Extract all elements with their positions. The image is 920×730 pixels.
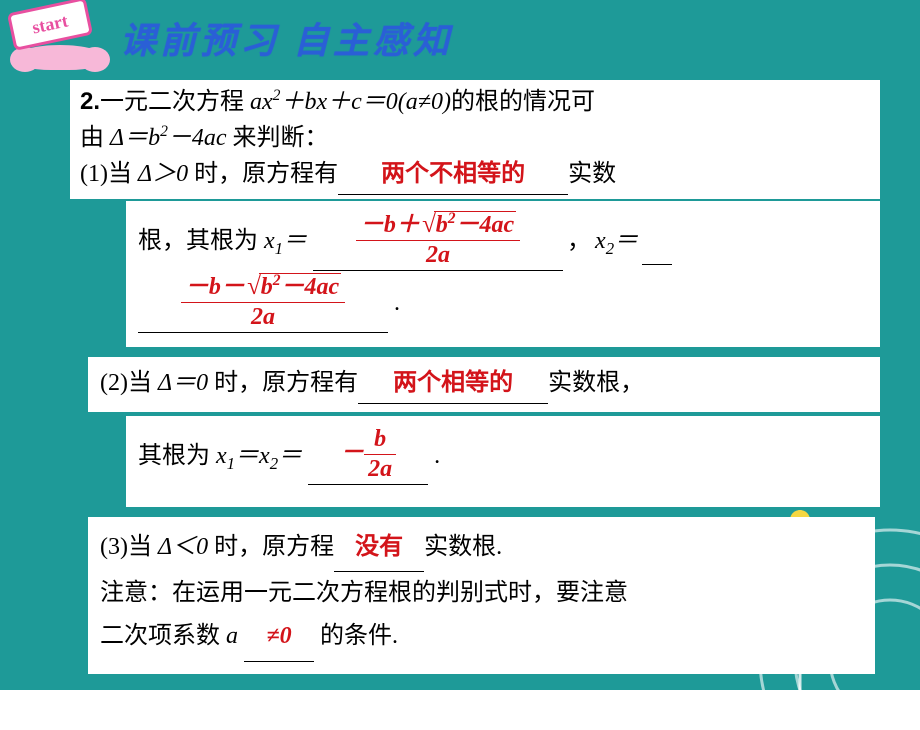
intro-text-b: 的根的情况可	[451, 89, 595, 115]
case2-label: (2)	[100, 370, 128, 396]
case3-cond-a: 当	[128, 534, 158, 560]
case3-block: (3)当 Δ＜0 时，原方程没有实数根. 注意：在运用一元二次方程根的判别式时，…	[88, 517, 875, 674]
problem-number: 2.	[80, 88, 100, 115]
case2-expr: Δ＝0	[158, 370, 208, 396]
x2-blank: －b－b2－4ac 2a	[138, 273, 388, 333]
case2-line2a: 其根为	[138, 438, 210, 474]
case1-expr: Δ＞0	[138, 161, 188, 187]
case2-tail: 实数根，	[548, 370, 644, 396]
case2-cond-a: 当	[128, 370, 158, 396]
header: start 课前预习 自主感知	[0, 0, 920, 80]
case2-answer: 两个相等的	[393, 369, 513, 396]
start-sign: start	[7, 0, 93, 51]
intro-text-d: 来判断：	[227, 125, 329, 151]
x2-label: x2＝	[595, 223, 638, 259]
intro-text-a: 一元二次方程	[100, 89, 250, 115]
case3-tail: 实数根.	[424, 534, 502, 560]
x1-formula: －b＋b2－4ac 2a	[356, 211, 520, 268]
x1-blank: －b＋b2－4ac 2a	[313, 211, 563, 271]
case2-formula: －b2a	[340, 440, 396, 466]
x2-formula: －b－b2－4ac 2a	[181, 273, 345, 330]
note-a: 注意：在运用一元二次方程根的判别式时，要注意	[100, 580, 628, 606]
case1-tail: 实数	[568, 161, 616, 187]
case2-header: (2)当 Δ＝0 时，原方程有 两个相等的 实数根，	[88, 357, 880, 412]
x-equal-label: x1＝x2＝	[216, 438, 302, 474]
coef-a: a	[226, 623, 238, 649]
case1-line2a: 根，其根为	[138, 223, 258, 259]
note-b: 的条件.	[314, 623, 398, 649]
cloud-icon	[15, 45, 105, 70]
case2-blank: 两个相等的	[358, 365, 548, 404]
note-answer: ≠0	[266, 623, 291, 649]
main-equation: ax2＋bx＋c＝0(a≠0)	[250, 89, 451, 115]
case3-label: (3)	[100, 534, 128, 560]
x1-label: x1＝	[264, 223, 307, 259]
case1-label: (1)	[80, 161, 108, 187]
case1-cond-a: 当	[108, 161, 138, 187]
discriminant: Δ＝b2－4ac	[110, 125, 227, 151]
case1-answer: 两个不相等的	[381, 160, 525, 187]
case3-blank: 没有	[334, 525, 424, 572]
case2-roots: 其根为 x1＝x2＝ －b2a .	[126, 416, 880, 507]
case1-period: .	[394, 285, 400, 321]
problem-statement: 2.一元二次方程 ax2＋bx＋c＝0(a≠0)的根的情况可 由 Δ＝b2－4a…	[70, 80, 880, 199]
case1-roots: 根，其根为 x1＝ －b＋b2－4ac 2a ， x2＝ －b－b2－4ac 2…	[126, 201, 880, 347]
case2-root-blank: －b2a	[308, 426, 428, 485]
case1-blank: 两个不相等的	[338, 156, 568, 195]
x2-trail-blank	[642, 264, 672, 265]
start-badge: start	[10, 5, 110, 70]
case1-cond-b: 时，原方程有	[188, 161, 338, 187]
case2-period: .	[434, 438, 440, 474]
case2-cond-b: 时，原方程有	[208, 370, 358, 396]
intro-text-c: 由	[80, 125, 110, 151]
section-title: 课前预习 自主感知	[120, 12, 453, 64]
note-blank: ≠0	[244, 615, 314, 661]
case3-expr: Δ＜0	[158, 534, 208, 560]
note-line2: 二次项系数	[100, 623, 226, 649]
case3-cond-b: 时，原方程	[208, 534, 334, 560]
comma: ，	[567, 223, 591, 259]
case3-answer: 没有	[355, 533, 403, 560]
